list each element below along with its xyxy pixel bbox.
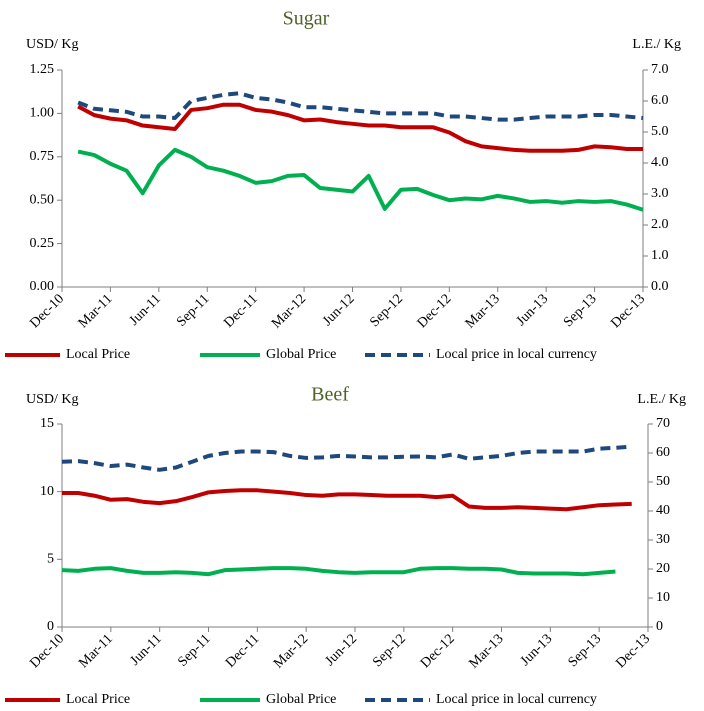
y2-tick-label: 40 xyxy=(656,503,670,518)
legend-label: Local price in local currency xyxy=(436,347,597,362)
x-tick-label: Dec-13 xyxy=(608,291,648,331)
series-line xyxy=(77,147,644,212)
y2-tick-label: 30 xyxy=(656,532,670,547)
x-tick-label: Sep-12 xyxy=(367,291,406,330)
x-tick-label: Mar-12 xyxy=(269,291,309,331)
x-tick-label: Dec-13 xyxy=(613,631,653,671)
legend-label: Local Price xyxy=(66,347,130,362)
y-tick-label: 5 xyxy=(47,552,54,567)
x-tick-label: Mar-11 xyxy=(76,631,116,671)
y-axis-label: USD/ Kg xyxy=(26,37,79,52)
y-tick-label: 15 xyxy=(40,416,54,431)
y-tick-label: 0.75 xyxy=(30,149,55,164)
series-line xyxy=(77,91,644,122)
y2-tick-label: 0 xyxy=(656,619,663,634)
x-tick-label: Sep-11 xyxy=(174,291,212,329)
y-tick-label: 1.00 xyxy=(30,106,55,121)
x-tick-label: Jun-11 xyxy=(128,631,165,668)
y-axis-label: USD/ Kg xyxy=(26,392,79,407)
y2-tick-label: 6.0 xyxy=(651,93,669,108)
x-tick-label: Dec-10 xyxy=(27,631,67,671)
x-tick-label: Jun-12 xyxy=(320,291,358,329)
series-line xyxy=(61,444,632,472)
y2-tick-label: 7.0 xyxy=(651,62,669,77)
x-tick-label: Mar-12 xyxy=(271,631,311,671)
y2-axis-label: L.E./ Kg xyxy=(632,37,681,52)
y2-tick-label: 70 xyxy=(656,416,670,431)
y2-tick-label: 0.0 xyxy=(651,279,669,294)
x-tick-label: Dec-12 xyxy=(418,631,458,671)
series-line xyxy=(77,102,643,153)
x-tick-label: Dec-10 xyxy=(27,291,67,331)
chart: Beef USD/ Kg L.E./ Kg 0 5 10 15 0 10 20 30 40 50 60 70… xyxy=(5,384,686,707)
x-tick-label: Sep-12 xyxy=(370,631,409,670)
x-tick-label: Dec-12 xyxy=(415,291,455,331)
y2-tick-label: 4.0 xyxy=(651,155,669,170)
y-tick-label: 10 xyxy=(40,484,54,499)
y2-tick-label: 1.0 xyxy=(651,248,669,263)
x-tick-label: Mar-13 xyxy=(463,291,503,331)
x-tick-label: Dec-11 xyxy=(221,291,260,330)
x-tick-label: Sep-11 xyxy=(175,631,213,669)
x-tick-label: Jun-12 xyxy=(323,631,361,669)
chart-title: Sugar xyxy=(283,8,330,30)
y-tick-label: 0 xyxy=(47,619,54,634)
x-tick-label: Sep-13 xyxy=(561,291,600,330)
y2-tick-label: 2.0 xyxy=(651,217,669,232)
legend-label: Local Price xyxy=(66,692,130,707)
legend-label: Local price in local currency xyxy=(436,692,597,707)
x-tick-label: Jun-13 xyxy=(514,291,552,329)
y2-tick-label: 60 xyxy=(656,445,670,460)
y2-tick-label: 10 xyxy=(656,590,670,605)
y2-axis-label: L.E./ Kg xyxy=(637,392,686,407)
x-tick-label: Jun-11 xyxy=(127,291,164,328)
y2-tick-label: 50 xyxy=(656,474,670,489)
legend-label: Global Price xyxy=(266,692,336,707)
x-tick-label: Mar-13 xyxy=(466,631,506,671)
y-tick-label: 0.25 xyxy=(30,236,55,251)
x-tick-label: Jun-13 xyxy=(518,631,556,669)
y2-tick-label: 5.0 xyxy=(651,124,669,139)
x-tick-label: Mar-11 xyxy=(76,291,116,331)
y2-tick-label: 20 xyxy=(656,561,670,576)
y-tick-label: 0.00 xyxy=(30,279,55,294)
x-tick-label: Sep-13 xyxy=(566,631,605,670)
y-tick-label: 0.50 xyxy=(30,192,55,207)
chart-title: Beef xyxy=(311,384,349,406)
x-tick-label: Dec-11 xyxy=(223,631,262,670)
y-tick-label: 1.25 xyxy=(30,62,55,77)
series-line xyxy=(61,566,616,577)
series-line xyxy=(62,488,632,512)
y2-tick-label: 3.0 xyxy=(651,186,669,201)
legend-label: Global Price xyxy=(266,347,336,362)
